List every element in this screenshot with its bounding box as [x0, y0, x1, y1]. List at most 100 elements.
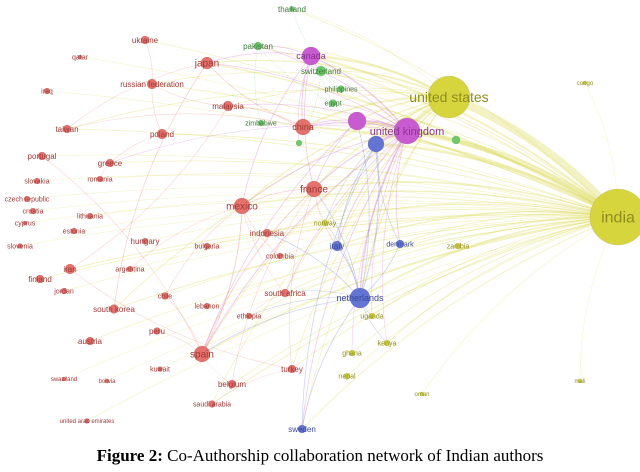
label-portugal: portugal: [28, 152, 57, 161]
edge-india-malaysia: [227, 105, 619, 218]
node-qatar: [77, 54, 83, 60]
node-congo: [582, 80, 588, 86]
label-thailand: thailand: [278, 5, 306, 14]
edge-india-colombia: [279, 211, 619, 257]
edge-india-bolivia: [106, 216, 619, 382]
edge-turkey-saudi-arabia: [211, 368, 293, 405]
label-japan: japan: [194, 59, 219, 70]
edge-netherlands-b1: [359, 143, 380, 299]
node-iraq: [43, 87, 51, 95]
label-netherlands: netherlands: [336, 293, 384, 303]
label-qatar: qatar: [72, 54, 89, 61]
label-france: france: [300, 185, 328, 196]
label-hungary: hungary: [131, 237, 160, 246]
edge-india-kenya: [386, 216, 619, 344]
edge-united-kingdom-italy: [336, 130, 408, 247]
edge-india-jordan: [63, 216, 619, 292]
node-hungary: [141, 237, 149, 245]
edge-united-kingdom-netherlands: [359, 130, 408, 299]
edge-united-kingdom-greece: [109, 125, 408, 164]
edge-japan-taiwan: [66, 62, 208, 130]
edge-mexico-chile: [164, 205, 243, 297]
edge-india-hungary: [144, 206, 619, 242]
edge-united-kingdom-uganda: [371, 130, 408, 317]
node-poland: [156, 128, 168, 140]
label-egypt: egypt: [324, 100, 341, 107]
edge-russian-federation-ukraine: [144, 39, 153, 85]
edge-india-swaziland: [63, 216, 619, 380]
label-mali: mali: [574, 379, 585, 385]
node-croatia: [29, 207, 37, 215]
node-norway: [321, 219, 329, 227]
network-figure: thailand ukraine qatar pakistan canada switze…: [4, 4, 640, 434]
edge-india-china: [302, 126, 619, 218]
node-romania: [96, 175, 104, 183]
label-swaziland: swaziland: [51, 377, 77, 383]
node-ukraine: [140, 35, 150, 45]
figure-caption-text: Co-Authorship collaboration network of I…: [162, 446, 544, 465]
node-egypt: [329, 99, 337, 107]
edge-mexico-argentina: [129, 205, 243, 270]
label-iran: iran: [63, 265, 76, 274]
label-norway: norway: [314, 220, 337, 227]
node-estonia: [70, 227, 78, 235]
figure-caption: Figure 2: Co-Authorship collaboration ne…: [0, 444, 640, 472]
label-belgium: belgium: [218, 380, 246, 389]
label-denmark: denmark: [386, 241, 414, 248]
edge-india-iran: [69, 214, 619, 270]
edge-canada-japan: [206, 52, 312, 64]
node-mali: [577, 378, 583, 384]
node-russian-federation: [146, 78, 158, 90]
label-pakistan: pakistan: [243, 42, 273, 51]
label-kuwait: kuwait: [150, 366, 170, 373]
label-bolivia: bolivia: [98, 379, 116, 385]
edge-b1-italy: [336, 143, 377, 247]
node-m1: [347, 111, 367, 131]
node-slovakia: [33, 177, 41, 185]
label-uganda: uganda: [360, 313, 383, 320]
node-united-arab-emirates: [84, 418, 90, 424]
label-bulgaria: bulgaria: [195, 243, 220, 250]
edge-france-turkey: [289, 188, 315, 370]
label-russian-federation: russian federation: [120, 80, 184, 89]
node-spain: [193, 345, 211, 363]
labels-layer: thailand ukraine qatar pakistan canada switze…: [5, 5, 635, 434]
nodes-layer: [17, 6, 640, 434]
label-oman: oman: [414, 392, 429, 398]
node-thailand: [289, 6, 295, 12]
edge-india-finland: [39, 215, 619, 280]
label-czech-republic: czech republic: [5, 196, 50, 203]
edge-united-kingdom-sweden: [301, 130, 408, 430]
edge-india-belgium: [231, 216, 619, 385]
edge-japan-china: [206, 62, 304, 128]
node-lebanon: [203, 302, 211, 310]
edge-india-italy: [336, 210, 619, 247]
edge-united-states-sweden: [301, 96, 450, 430]
label-united-states: united states: [409, 89, 488, 105]
label-china: china: [292, 122, 314, 132]
node-bolivia: [104, 378, 110, 384]
edge-india-poland: [161, 133, 619, 218]
node-japan: [200, 56, 214, 70]
label-sweden: sweden: [288, 425, 316, 434]
edge-india-uganda: [371, 216, 619, 317]
network-canvas: thailand ukraine qatar pakistan canada switze…: [5, 5, 640, 434]
label-turkey: turkey: [281, 365, 303, 374]
edge-india-ukraine: [144, 39, 619, 218]
node-slovenia: [17, 243, 23, 249]
edge-india-lithuania: [89, 196, 619, 218]
node-belgium: [227, 379, 237, 389]
edge-b1-denmark: [375, 143, 401, 245]
edge-g2-switzerland: [298, 70, 322, 144]
edge-france-belgium: [231, 188, 315, 385]
node-united-states: [427, 75, 471, 119]
edge-spain-mexico: [201, 205, 243, 355]
edge-india-switzerland: [320, 70, 619, 218]
node-malaysia: [222, 100, 234, 112]
edge-canada-mexico: [241, 55, 312, 207]
node-oman: [419, 391, 425, 397]
edge-united-kingdom-canada: [310, 55, 408, 132]
edge-india-slovakia: [36, 174, 619, 218]
edge-netherlands-spain: [201, 297, 361, 355]
edge-india-japan: [206, 62, 619, 218]
